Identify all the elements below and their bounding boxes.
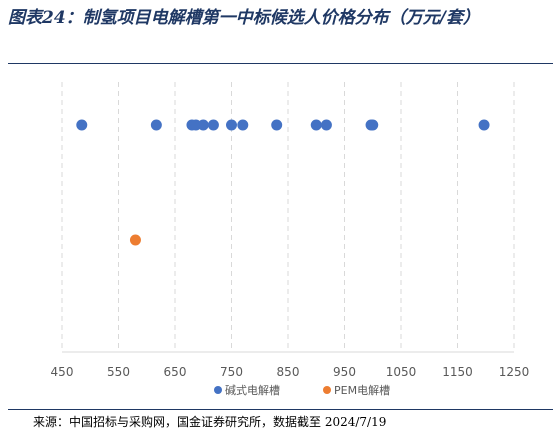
footer-divider [8, 409, 553, 410]
legend: 碱式电解槽 PEM电解槽 [214, 383, 390, 397]
series-0-point-4 [197, 119, 209, 131]
series-0-point-8 [271, 119, 283, 131]
series-0-point-9 [310, 119, 322, 131]
title-divider [8, 63, 553, 64]
data-points [76, 119, 490, 246]
series-1-point-0 [129, 234, 141, 246]
x-tick-label: 950 [333, 365, 356, 379]
legend-label-0: 碱式电解槽 [225, 383, 280, 397]
series-0-point-0 [76, 119, 88, 131]
legend-marker-0 [214, 386, 222, 394]
series-0-point-6 [226, 119, 237, 131]
series-0-point-12 [367, 119, 379, 131]
x-tick-label: 450 [51, 365, 74, 379]
series-0-point-7 [237, 119, 249, 131]
series-0-point-10 [320, 119, 332, 131]
legend-marker-1 [323, 386, 331, 394]
x-tick-label: 750 [220, 365, 243, 379]
gridlines [61, 82, 515, 352]
legend-label-1: PEM电解槽 [334, 383, 390, 397]
x-axis-ticks: 450 550 650 750 850 950 1050 1150 1250 [51, 365, 530, 379]
x-tick-label: 1250 [499, 365, 530, 379]
x-tick-label: 550 [107, 365, 130, 379]
series-0-point-13 [478, 119, 490, 131]
x-tick-label: 1050 [386, 365, 417, 379]
series-0-point-1 [150, 119, 162, 131]
chart-title: 图表24：制氢项目电解槽第一中标候选人价格分布（万元/套） [8, 8, 480, 28]
x-tick-label: 850 [277, 365, 300, 379]
x-tick-label: 1150 [442, 365, 473, 379]
series-0-point-5 [207, 119, 219, 131]
x-tick-label: 650 [164, 365, 187, 379]
source-note: 来源：中国招标与采购网，国金证券研究所，数据截至 2024/7/19 [33, 415, 387, 429]
